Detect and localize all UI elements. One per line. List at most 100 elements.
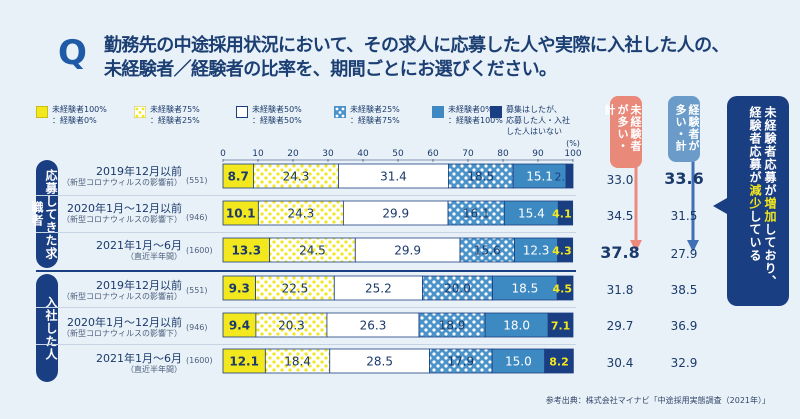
legend-item-inexp50: 未経験者50% ：経験者50% <box>236 104 326 138</box>
legend-text-line: 未経験者50% <box>252 105 302 114</box>
bar-value-label: 24.3 <box>283 170 310 184</box>
group-label-applicants: 応募してきた求職者 <box>30 160 58 268</box>
legend-text-line: ：経験者75% <box>350 116 400 125</box>
row-divider <box>36 232 576 233</box>
legend-swatch-yellow <box>36 106 48 118</box>
legend-item-inexp0: 未経験者0% ：経験者100% <box>432 104 522 138</box>
bar-value-label: 20.3 <box>278 319 305 333</box>
legend-text-line: ：経験者25% <box>150 116 200 125</box>
legend-text-line: ：経験者100% <box>448 116 503 125</box>
bar-value-label: 18.5 <box>512 282 539 296</box>
row-label: 2020年1月～12月以前 （新型コロナウィルスの影響下） <box>60 202 182 225</box>
inexperienced-value: 37.8 <box>600 243 640 262</box>
legend-text-line: ：経験者50% <box>252 116 302 125</box>
callout-highlight-increase: 増加 <box>763 197 777 223</box>
bar-value-label: 28.5 <box>366 355 393 369</box>
bar-value-label: 18.5 <box>467 170 494 184</box>
row-period: 2020年1月～12月以前 <box>67 202 182 215</box>
callout-text: している <box>748 210 762 262</box>
callout-tail <box>713 198 727 214</box>
bar-seg-inexp75 <box>253 163 339 189</box>
experienced-value: 38.5 <box>670 283 698 297</box>
x-tick-label: 0 <box>220 149 226 159</box>
bar-seg-inexp50 <box>354 237 461 263</box>
bar-seg-inexp0 <box>492 275 558 301</box>
bar-seg-inexp25 <box>447 200 505 226</box>
bar-seg-none <box>565 163 574 189</box>
x-tick-label: 90 <box>532 149 544 159</box>
bar-seg-inexp0 <box>512 163 567 189</box>
bar-value-label: 18.0 <box>503 319 530 333</box>
title-line-2: 未経験者／経験者の比率を、期間ごとにお選びください。 <box>104 59 557 80</box>
legend-text: 未経験者50% ：経験者50% <box>252 104 302 126</box>
row-note: （直近半年間） <box>126 365 182 374</box>
x-tick-label: 20 <box>287 149 299 159</box>
legend-text-line: 未経験者25% <box>350 105 400 114</box>
source-note: 参考出典：株式会社マイナビ「中途採用実態調査（2021年）」 <box>545 396 770 405</box>
x-axis-unit: (%) <box>566 139 580 148</box>
bar-value-label: 4.3 <box>552 245 572 258</box>
inexperienced-value: 29.7 <box>606 319 634 333</box>
legend-item-inexp25: 未経験者25% ：経験者75% <box>334 104 424 138</box>
row-label: 2019年12月以前 （新型コロナウィルスの影響前） <box>60 279 182 302</box>
bar-seg-inexp75 <box>257 200 344 226</box>
legend-item-inexp100: 未経験者100% ：経験者0% <box>36 104 126 138</box>
bar-value-label: 15.1 <box>526 170 553 184</box>
row-note: （新型コロナウィルスの影響下） <box>62 329 182 338</box>
legend-text: 未経験者0% ：経験者100% <box>448 104 503 126</box>
bar-seg-none <box>544 348 574 374</box>
experienced-value: 27.9 <box>670 247 698 261</box>
legend-text: 未経験者25% ：経験者75% <box>350 104 400 126</box>
callout-highlight-decrease: 減少 <box>748 184 762 210</box>
experienced-value: 36.9 <box>670 319 698 333</box>
bar-seg-inexp75 <box>255 312 328 338</box>
bar-seg-inexp50 <box>329 348 430 374</box>
callout-text: しており、経験者応募が <box>748 106 777 288</box>
inexperienced-value: 34.5 <box>606 209 634 223</box>
bar-seg-inexp50 <box>342 200 449 226</box>
legend-text-line: 未経験者100% <box>52 105 107 114</box>
bar-value-label: 17.9 <box>447 355 474 369</box>
experienced-value: 31.5 <box>670 209 698 223</box>
bar-seg-inexp75 <box>269 237 356 263</box>
legend-swatch-yellow-dots <box>134 106 146 118</box>
bar-seg-inexp100 <box>222 200 259 226</box>
bar-value-label: 24.3 <box>288 207 315 221</box>
bar-seg-none <box>547 312 574 338</box>
row-label: 2021年1月～6月 （直近半年間） <box>60 239 182 262</box>
bar-seg-inexp100 <box>222 237 270 263</box>
bar-seg-none <box>557 237 574 263</box>
bar-value-label: 18.9 <box>439 319 466 333</box>
legend-text-line: 未経験者75% <box>150 105 200 114</box>
bar-seg-inexp100 <box>222 348 266 374</box>
row-sample-size: (946) <box>186 213 208 222</box>
row-period: 2019年12月以前 <box>96 279 182 292</box>
bar-value-label: 4.1 <box>552 208 572 221</box>
bar-seg-inexp25 <box>447 163 514 189</box>
bar-value-label: 9.3 <box>229 282 250 296</box>
row-label: 2020年1月～12月以前 （新型コロナウィルスの影響下） <box>60 316 182 339</box>
legend-text: 未経験者100% ：経験者0% <box>52 104 107 126</box>
bar-value-label: 25.2 <box>365 282 392 296</box>
increase-arrow-head <box>630 240 642 252</box>
bar-value-label: 20.0 <box>444 282 471 296</box>
x-tick-label: 30 <box>322 149 334 159</box>
bar-value-label: 29.9 <box>382 207 409 221</box>
inexperienced-header: 未経験者が多い・計 <box>603 96 642 168</box>
row-sample-size: (551) <box>186 176 208 185</box>
bar-value-label: 7.1 <box>551 320 571 333</box>
bar-seg-none <box>556 275 574 301</box>
bar-value-label: 10.1 <box>226 207 256 221</box>
row-note: （新型コロナウィルスの影響前） <box>62 292 182 301</box>
bar-value-label: 26.3 <box>360 319 387 333</box>
row-note: （新型コロナウィルスの影響下） <box>62 215 182 224</box>
bar-seg-inexp100 <box>222 312 257 338</box>
page-title: 勤務先の中途採用状況において、その求人に応募した人や実際に入社した人の、 未経験… <box>104 34 744 82</box>
bar-value-label: 24.5 <box>299 244 326 258</box>
row-period: 2021年1月～6月 <box>96 352 182 365</box>
bar-seg-inexp75 <box>264 348 331 374</box>
row-sample-size: (1600) <box>186 356 213 365</box>
bar-seg-inexp75 <box>255 275 335 301</box>
bar-value-label: 15.0 <box>505 355 532 369</box>
